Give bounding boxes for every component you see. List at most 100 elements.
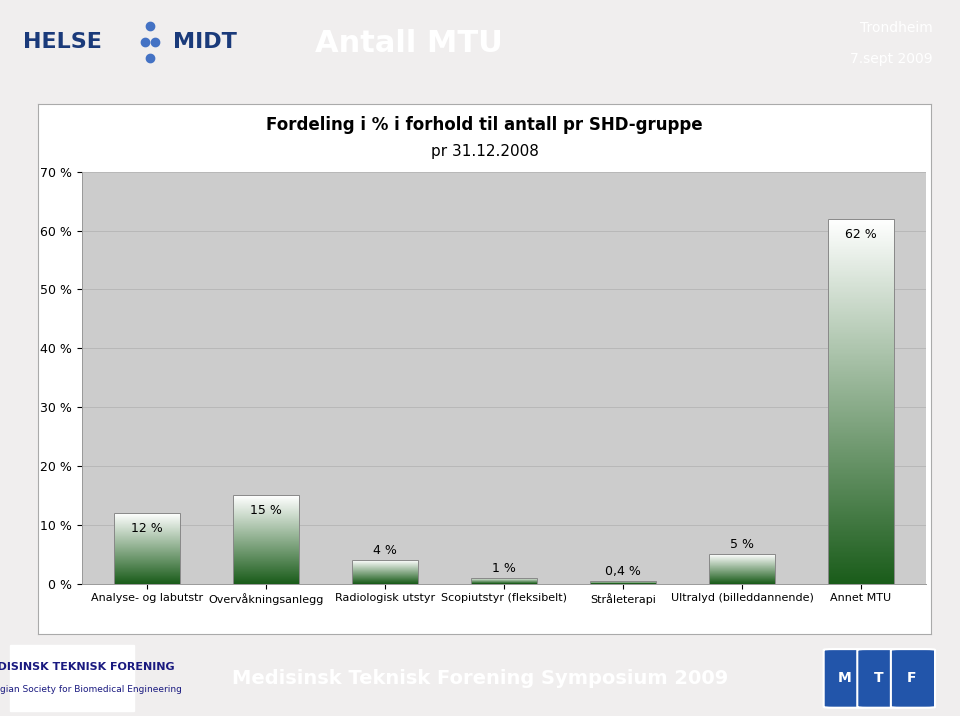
Text: F: F (907, 672, 917, 685)
Bar (828, 423, 894, 425)
Bar (828, 317, 894, 319)
Bar (828, 428, 894, 429)
Bar (828, 282, 894, 284)
Bar (828, 405, 894, 406)
Bar (828, 456, 894, 457)
Bar (828, 328, 894, 329)
Bar (828, 380, 894, 382)
Bar (828, 383, 894, 384)
Bar (828, 270, 894, 271)
Bar (828, 361, 894, 362)
Bar (828, 578, 894, 579)
Bar (828, 582, 894, 584)
Bar (828, 265, 894, 266)
Bar (828, 277, 894, 279)
Bar (828, 449, 894, 450)
Bar (828, 542, 894, 543)
Bar (828, 455, 894, 456)
Bar (828, 531, 894, 533)
Bar (828, 528, 894, 529)
Bar (828, 422, 894, 423)
Bar (828, 491, 894, 493)
Bar (828, 360, 894, 361)
Bar (828, 321, 894, 322)
Bar (828, 242, 894, 243)
Bar (828, 467, 894, 468)
Bar (828, 430, 894, 432)
Bar (828, 440, 894, 441)
Bar (828, 232, 894, 233)
Bar (828, 564, 894, 566)
Bar (828, 226, 894, 228)
Bar (828, 551, 894, 552)
Bar (828, 546, 894, 547)
Bar (828, 300, 894, 301)
Bar (828, 514, 894, 516)
Bar (828, 372, 894, 373)
Bar (828, 472, 894, 473)
Bar (828, 417, 894, 418)
Bar (828, 333, 894, 334)
Bar (828, 568, 894, 569)
Bar (828, 354, 894, 355)
Bar (828, 379, 894, 380)
Bar (828, 507, 894, 508)
Bar (828, 579, 894, 580)
Bar (828, 382, 894, 383)
Bar (828, 260, 894, 261)
Bar (828, 453, 894, 455)
Bar (828, 331, 894, 332)
Bar (828, 387, 894, 388)
Bar (828, 549, 894, 551)
Bar (828, 384, 894, 385)
Bar (828, 416, 894, 417)
Bar (828, 450, 894, 451)
Bar (828, 540, 894, 541)
Bar (828, 259, 894, 260)
Bar (828, 247, 894, 248)
Bar (828, 390, 894, 392)
Bar (828, 293, 894, 294)
Text: 5 %: 5 % (730, 538, 754, 551)
Bar (828, 236, 894, 237)
Bar (828, 326, 894, 327)
Bar (828, 563, 894, 564)
Text: Trondheim: Trondheim (860, 21, 933, 35)
Text: Antall MTU: Antall MTU (315, 29, 503, 58)
Bar (828, 231, 894, 232)
Bar (828, 371, 894, 372)
Bar (352, 560, 418, 584)
Bar (828, 529, 894, 530)
Bar (828, 221, 894, 223)
Bar (828, 230, 894, 231)
Bar (828, 561, 894, 563)
Bar (828, 367, 894, 369)
FancyBboxPatch shape (824, 649, 868, 707)
Bar (828, 312, 894, 314)
Bar (828, 252, 894, 253)
Bar (828, 518, 894, 519)
Bar (828, 524, 894, 526)
Bar (828, 322, 894, 324)
Bar (828, 339, 894, 340)
Bar (828, 580, 894, 581)
Bar (828, 308, 894, 309)
Bar (828, 276, 894, 277)
Bar (828, 376, 894, 377)
Bar (828, 536, 894, 537)
Bar (828, 493, 894, 495)
Bar (828, 552, 894, 553)
Bar (828, 478, 894, 479)
Text: 7.sept 2009: 7.sept 2009 (851, 52, 933, 67)
Bar (828, 345, 894, 347)
Text: Norwegian Society for Biomedical Engineering: Norwegian Society for Biomedical Enginee… (0, 685, 182, 695)
Bar (828, 448, 894, 449)
Bar (828, 254, 894, 256)
Bar (828, 268, 894, 270)
Bar (828, 388, 894, 389)
Bar (828, 545, 894, 546)
Bar (828, 233, 894, 235)
Bar (828, 338, 894, 339)
Bar (828, 364, 894, 366)
Text: M: M (838, 672, 852, 685)
